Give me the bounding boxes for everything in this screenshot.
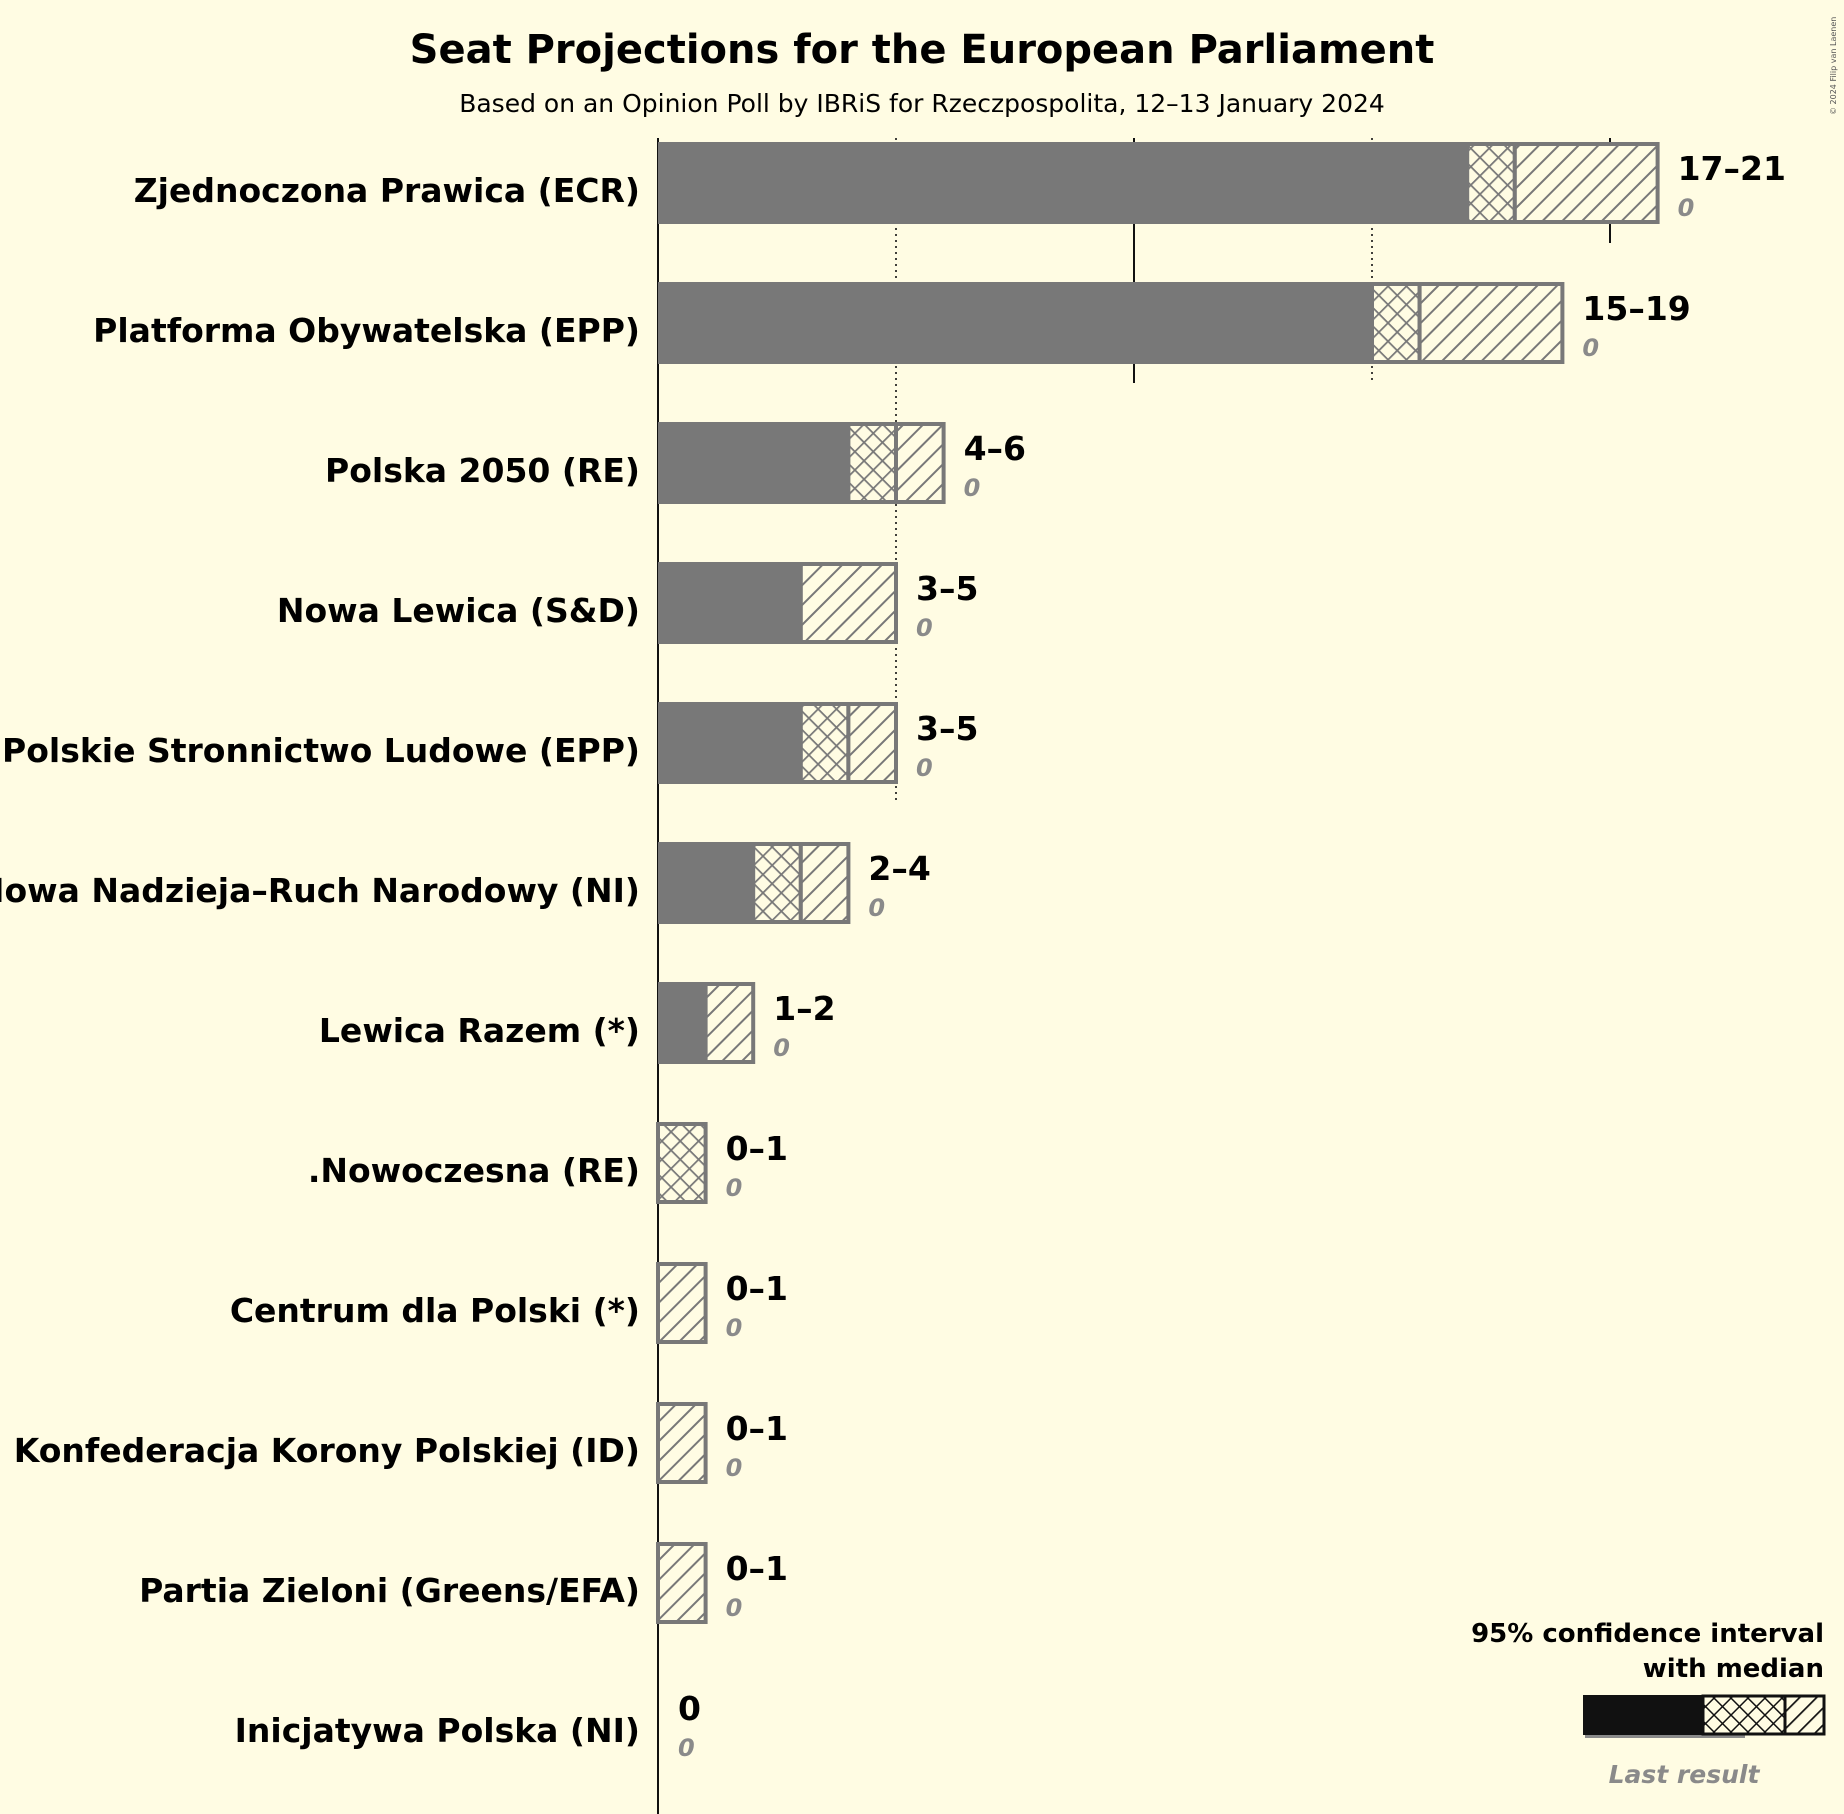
party-2-range: 4–6 xyxy=(964,429,1026,468)
party-10-name: Partia Zieloni (Greens/EFA) xyxy=(139,1571,640,1610)
party-6-range: 1–2 xyxy=(773,989,835,1028)
party-5-bar-hatch xyxy=(798,842,851,924)
chart-subtitle: Based on an Opinion Poll by IBRiS for Rz… xyxy=(459,89,1385,118)
party-9-name: Konfederacja Korony Polskiej (ID) xyxy=(14,1431,640,1470)
party-7-last-result: 0 xyxy=(726,1174,743,1202)
party-10-last-result: 0 xyxy=(726,1594,743,1622)
party-8-name: Centrum dla Polski (*) xyxy=(230,1291,640,1330)
party-6-bar-solid xyxy=(658,982,706,1064)
party-0-bar-solid xyxy=(658,142,1468,224)
legend-line1: 95% confidence interval xyxy=(1471,1619,1824,1649)
legend: 95% confidence interval with median Last… xyxy=(1471,1619,1826,1789)
party-5-bar-solid xyxy=(658,842,754,924)
legend-hatch-bar xyxy=(1783,1694,1826,1736)
party-9-bar-hatch xyxy=(656,1402,708,1484)
party-7-bar-cross xyxy=(656,1122,708,1204)
party-2-bar-cross xyxy=(846,422,899,504)
party-1-bar-cross xyxy=(1370,282,1422,364)
bars xyxy=(656,142,1660,1624)
party-1-bar-solid xyxy=(658,282,1372,364)
party-2-name: Polska 2050 (RE) xyxy=(325,451,640,490)
party-2-bar-solid xyxy=(658,422,849,504)
party-1-last-result: 0 xyxy=(1582,334,1599,362)
party-5-last-result: 0 xyxy=(868,894,885,922)
party-4-range: 3–5 xyxy=(916,709,978,748)
party-4-last-result: 0 xyxy=(916,754,933,782)
chart-title: Seat Projections for the European Parlia… xyxy=(410,27,1435,73)
legend-line2: with median xyxy=(1643,1654,1824,1684)
party-5-range: 2–4 xyxy=(868,849,930,888)
party-3-range: 3–5 xyxy=(916,569,978,608)
party-2-bar-hatch xyxy=(894,422,946,504)
party-11-name: Inicjatywa Polska (NI) xyxy=(235,1711,640,1750)
legend-cross-bar xyxy=(1701,1694,1787,1736)
party-9-range: 0–1 xyxy=(726,1409,788,1448)
party-8-bar-hatch xyxy=(656,1262,708,1344)
party-11-last-result: 0 xyxy=(678,1734,695,1762)
party-0-bar-cross xyxy=(1465,142,1517,224)
labels: Zjednoczona Prawica (ECR) 17–21 0 Platforma… xyxy=(0,149,1786,1762)
party-9-last-result: 0 xyxy=(726,1454,743,1482)
party-4-bar-solid xyxy=(658,702,801,784)
party-10-range: 0–1 xyxy=(726,1549,788,1588)
party-5-name: Nowa Nadzieja–Ruch Narodowy (NI) xyxy=(0,871,640,910)
party-8-range: 0–1 xyxy=(726,1269,788,1308)
copyright-text: © 2024 Filip van Laenen xyxy=(1829,17,1838,115)
party-6-bar-hatch xyxy=(703,982,756,1064)
party-1-name: Platforma Obywatelska (EPP) xyxy=(93,311,640,350)
party-2-last-result: 0 xyxy=(964,474,981,502)
party-0-name: Zjednoczona Prawica (ECR) xyxy=(134,171,640,210)
party-0-last-result: 0 xyxy=(1678,194,1695,222)
party-3-bar-hatch xyxy=(798,562,898,644)
party-5-bar-cross xyxy=(751,842,803,924)
party-8-last-result: 0 xyxy=(726,1314,743,1342)
party-3-bar-solid xyxy=(658,562,801,644)
party-10-bar-hatch xyxy=(656,1542,708,1624)
party-7-name: .Nowoczesna (RE) xyxy=(308,1151,640,1190)
legend-last-result: Last result xyxy=(1609,1760,1761,1789)
party-4-name: Polskie Stronnictwo Ludowe (EPP) xyxy=(2,731,640,770)
party-4-bar-cross xyxy=(798,702,851,784)
party-3-name: Nowa Lewica (S&D) xyxy=(277,591,640,630)
party-11-range: 0 xyxy=(678,1689,701,1728)
party-0-bar-hatch xyxy=(1512,142,1660,224)
gridlines xyxy=(657,138,1611,1814)
party-3-last-result: 0 xyxy=(916,614,933,642)
party-1-bar-hatch xyxy=(1417,282,1565,364)
party-4-bar-hatch xyxy=(846,702,899,784)
party-1-range: 15–19 xyxy=(1582,289,1690,328)
party-0-range: 17–21 xyxy=(1678,149,1786,188)
party-6-name: Lewica Razem (*) xyxy=(319,1011,640,1050)
legend-solid-bar xyxy=(1583,1695,1703,1735)
party-6-last-result: 0 xyxy=(773,1034,790,1062)
party-7-range: 0–1 xyxy=(726,1129,788,1168)
